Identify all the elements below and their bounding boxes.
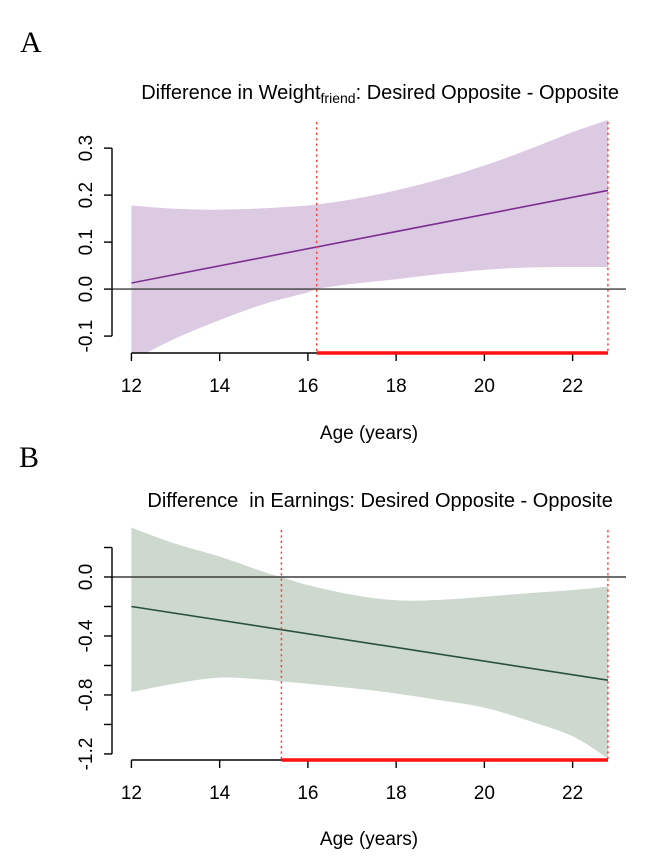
x-tick-label: 18 <box>386 376 407 397</box>
panel-a-title-pre: Difference in Weight <box>141 82 321 104</box>
x-tick-label: 14 <box>209 376 231 397</box>
y-axis: 0.0 -0.4 -0.8 -1.2 <box>76 546 113 771</box>
y-tick-label: -0.8 <box>76 679 97 712</box>
panel-b-plot: 0.0 -0.4 -0.8 -1.2 12 14 16 18 20 22 <box>76 527 626 804</box>
y-tick-label: 0.2 <box>76 182 97 208</box>
y-tick-label: -0.4 <box>76 619 97 652</box>
panel-b-x-axis-title: Age (years) <box>319 829 419 850</box>
panel-label-b: B <box>19 441 40 474</box>
y-tick-label: 0.0 <box>76 564 97 590</box>
x-tick-label: 16 <box>297 376 318 397</box>
x-tick-label: 18 <box>386 783 407 804</box>
y-tick-label: -0.1 <box>76 320 97 353</box>
x-tick-label: 12 <box>121 783 142 804</box>
panel-a-title-subscript: friend <box>320 90 356 106</box>
x-tick-label: 16 <box>297 783 318 804</box>
y-tick-label: 0.1 <box>76 229 97 255</box>
panel-a-x-axis-title: Age (years) <box>319 423 419 444</box>
x-tick-label: 22 <box>562 376 583 397</box>
y-axis: -0.1 0.0 0.1 0.2 0.3 <box>76 135 113 353</box>
x-axis: 12 14 16 18 20 22 <box>121 759 608 804</box>
panel-a-plot: -0.1 0.0 0.1 0.2 0.3 12 14 16 18 20 22 <box>76 119 626 397</box>
regression-line <box>131 605 609 682</box>
x-tick-label: 20 <box>474 783 495 804</box>
panel-b-title: Difference in Earnings: Desired Opposite… <box>125 471 613 533</box>
y-tick-label: 0.3 <box>76 135 97 161</box>
confidence-band <box>131 119 608 353</box>
x-axis: 12 14 16 18 20 22 <box>121 352 608 397</box>
panel-a-title-post: : Desired Opposite - Opposite <box>355 82 620 104</box>
panel-b-title-pre: Difference in Earnings: Desired Opposite… <box>147 490 613 512</box>
x-tick-label: 22 <box>562 783 583 804</box>
y-tick-label: -1.2 <box>76 738 97 771</box>
panel-a-title: Difference in Weightfriend: Desired Oppo… <box>119 63 619 125</box>
x-tick-label: 14 <box>209 783 231 804</box>
x-tick-label: 12 <box>121 376 142 397</box>
regression-line <box>131 189 609 284</box>
y-tick-label: 0.0 <box>76 276 97 302</box>
panel-label-a: A <box>20 26 42 59</box>
x-tick-label: 20 <box>474 376 495 397</box>
